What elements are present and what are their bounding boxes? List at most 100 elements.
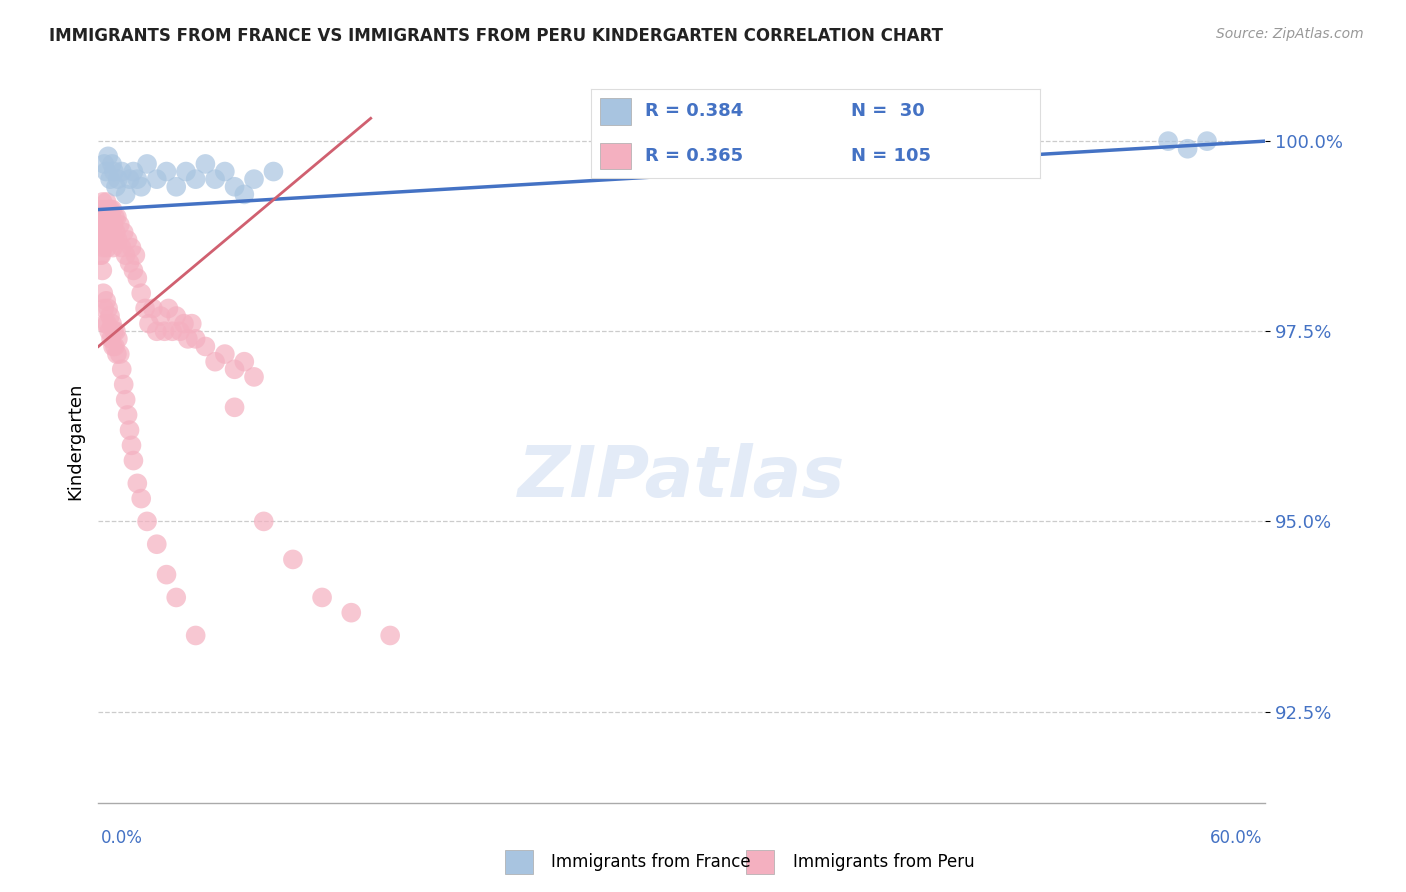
Point xyxy=(111,362,134,376)
Point xyxy=(214,347,236,361)
Point xyxy=(104,324,127,338)
Point xyxy=(262,164,284,178)
Point xyxy=(169,324,191,338)
Point xyxy=(1195,134,1218,148)
Point xyxy=(165,591,187,605)
Point xyxy=(96,241,118,255)
Point xyxy=(91,194,114,209)
Point xyxy=(134,301,156,316)
Point xyxy=(94,317,117,331)
Point xyxy=(98,324,121,338)
Point xyxy=(105,347,128,361)
Point xyxy=(1157,134,1180,148)
Point xyxy=(122,164,145,178)
Text: R = 0.384: R = 0.384 xyxy=(644,103,742,120)
Point xyxy=(184,172,207,186)
Point xyxy=(104,226,127,240)
Point xyxy=(93,202,115,217)
Point xyxy=(90,210,112,224)
Point xyxy=(90,248,112,262)
Point xyxy=(127,476,149,491)
Point xyxy=(89,210,111,224)
Point xyxy=(112,226,135,240)
Point xyxy=(93,210,115,224)
Text: R = 0.365: R = 0.365 xyxy=(644,147,742,165)
Point xyxy=(122,263,145,277)
Point xyxy=(103,324,125,338)
Point xyxy=(118,256,141,270)
Point xyxy=(194,157,217,171)
Bar xyxy=(599,143,631,169)
Point xyxy=(94,210,117,224)
Point xyxy=(194,339,217,353)
Point xyxy=(104,179,127,194)
Text: Immigrants from France: Immigrants from France xyxy=(551,853,751,871)
Point xyxy=(97,226,120,240)
Point xyxy=(173,317,195,331)
Point xyxy=(243,370,266,384)
Point xyxy=(97,149,120,163)
Point xyxy=(107,332,129,346)
Point xyxy=(136,157,159,171)
Point xyxy=(90,202,112,217)
Point xyxy=(165,309,187,323)
Point xyxy=(96,317,118,331)
Point xyxy=(118,172,141,186)
Point xyxy=(98,226,121,240)
Text: ZIPatlas: ZIPatlas xyxy=(519,443,845,512)
Point xyxy=(96,293,118,308)
Y-axis label: Kindergarten: Kindergarten xyxy=(66,383,84,500)
Point xyxy=(122,453,145,467)
Point xyxy=(98,309,121,323)
Point xyxy=(108,218,131,232)
Point xyxy=(121,241,143,255)
Point xyxy=(281,552,304,566)
Point xyxy=(184,332,207,346)
Point xyxy=(91,263,114,277)
Point xyxy=(101,202,124,217)
Point xyxy=(100,332,122,346)
Point xyxy=(155,164,177,178)
Point xyxy=(117,408,139,422)
Point xyxy=(97,301,120,316)
Point xyxy=(101,241,124,255)
Point xyxy=(100,202,122,217)
Point xyxy=(380,628,402,642)
Point xyxy=(91,226,114,240)
Point xyxy=(101,317,124,331)
Point xyxy=(111,241,134,255)
Point xyxy=(98,172,121,186)
Point xyxy=(107,233,129,247)
Point xyxy=(157,301,180,316)
Point xyxy=(204,354,226,368)
Text: Source: ZipAtlas.com: Source: ZipAtlas.com xyxy=(1216,27,1364,41)
Point xyxy=(89,226,111,240)
Point xyxy=(101,226,124,240)
Point xyxy=(224,401,246,415)
Point xyxy=(91,286,114,301)
Point xyxy=(204,172,226,186)
Text: 60.0%: 60.0% xyxy=(1211,829,1263,847)
Point xyxy=(105,210,128,224)
Point xyxy=(155,567,177,582)
Point xyxy=(253,515,276,529)
Point xyxy=(153,324,176,338)
Point xyxy=(104,339,127,353)
Point xyxy=(114,187,136,202)
Point xyxy=(94,233,117,247)
Point xyxy=(311,591,333,605)
Point xyxy=(214,164,236,178)
Point xyxy=(117,233,139,247)
Point xyxy=(93,301,115,316)
Point xyxy=(124,248,146,262)
Text: N =  30: N = 30 xyxy=(852,103,925,120)
Point xyxy=(108,347,131,361)
Point xyxy=(101,339,124,353)
Point xyxy=(104,210,127,224)
Text: Immigrants from Peru: Immigrants from Peru xyxy=(793,853,974,871)
Point xyxy=(96,226,118,240)
Point xyxy=(114,248,136,262)
Text: N = 105: N = 105 xyxy=(852,147,931,165)
Point xyxy=(146,537,169,551)
Point xyxy=(243,172,266,186)
